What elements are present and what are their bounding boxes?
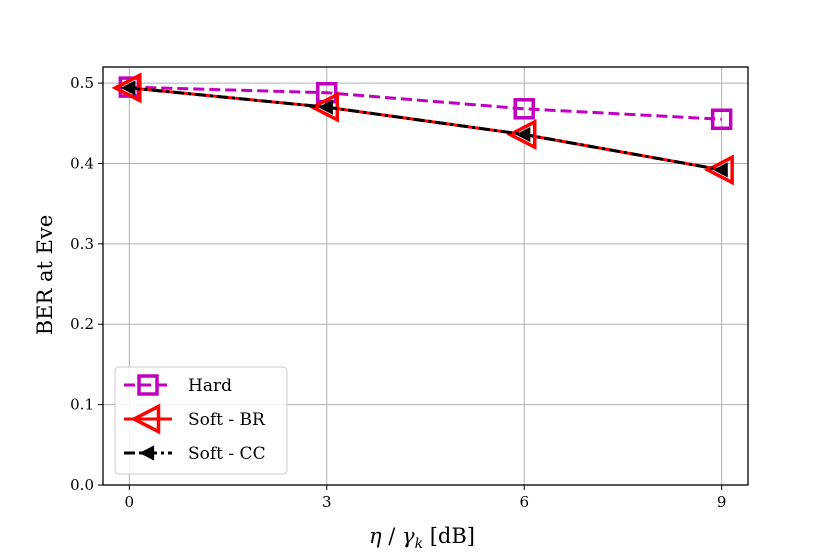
legend-label-soft-br: Soft - BR xyxy=(188,410,266,430)
data-point-soft-br xyxy=(506,119,537,150)
series-layer xyxy=(111,72,734,186)
legend-label-soft-cc: Soft - CC xyxy=(188,444,266,464)
x-axis-label: η / γk [dB] xyxy=(369,524,475,552)
y-tick-label: 0.4 xyxy=(70,154,94,172)
legend-items: Hard Soft - BR Soft - CC xyxy=(124,374,266,464)
series-soft-cc xyxy=(120,80,728,178)
legend-item-hard: Hard xyxy=(124,374,232,396)
axes-frame xyxy=(102,66,749,486)
data-point-soft-cc xyxy=(318,99,333,115)
data-point-soft-cc xyxy=(120,80,136,96)
data-point-soft-cc xyxy=(713,162,728,178)
y-tick-label: 0.5 xyxy=(70,74,94,92)
y-axis-label: BER at Eve xyxy=(33,215,57,336)
legend: Hard Soft - BR Soft - CC xyxy=(114,366,288,475)
x-tick-label: 0 xyxy=(125,493,135,511)
legend-item-soft-cc: Soft - CC xyxy=(124,444,266,464)
x-tick-label: 9 xyxy=(717,493,727,511)
legend-marker-soft-br xyxy=(130,403,161,435)
series-line-hard xyxy=(129,85,722,121)
data-point-hard xyxy=(513,98,535,120)
legend-label-hard: Hard xyxy=(188,376,232,396)
data-point-hard xyxy=(710,108,733,130)
ticks: 0 3 6 9 0.0 0.1 0.2 0.3 0.4 0.5 xyxy=(70,74,726,511)
series-line-soft-br xyxy=(129,86,722,172)
legend-item-soft-br: Soft - BR xyxy=(124,403,266,435)
y-tick-label: 0.2 xyxy=(70,315,94,333)
data-point-soft-cc xyxy=(515,126,531,143)
data-point-soft-br xyxy=(703,154,734,186)
series-soft-br xyxy=(111,72,734,186)
x-tick-label: 6 xyxy=(519,493,529,511)
y-tick-label: 0.3 xyxy=(70,235,94,253)
y-tick-label: 0.1 xyxy=(70,396,94,414)
legend-marker-hard xyxy=(137,374,159,396)
x-tick-label: 3 xyxy=(322,493,332,511)
y-tick-label: 0.0 xyxy=(70,476,94,494)
legend-marker-soft-cc xyxy=(139,445,155,461)
